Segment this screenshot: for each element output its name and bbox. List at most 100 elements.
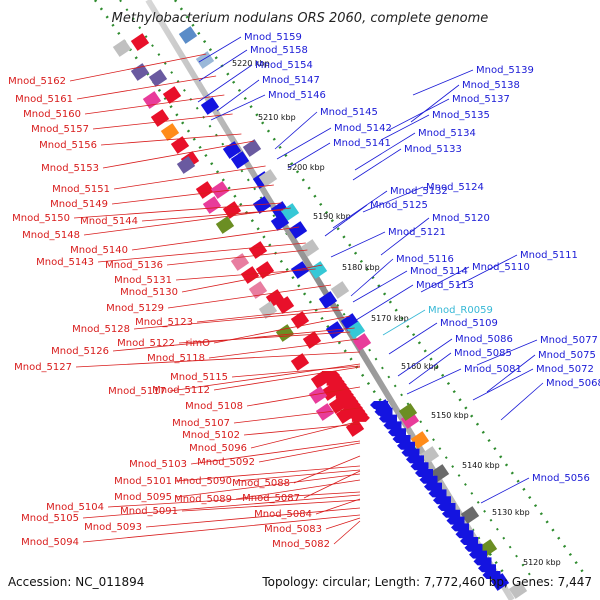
gene-label-left[interactable]: Mnod_5126 (51, 346, 109, 357)
reverse-gene (222, 141, 242, 159)
gene-label-right[interactable]: Mnod_5141 (333, 138, 391, 149)
gene-label-left[interactable]: Mnod_5084 (254, 509, 312, 520)
gene-label-right[interactable]: Mnod_5134 (418, 128, 476, 139)
gene-label-left[interactable]: Mnod_5082 (272, 539, 330, 550)
gene-label-right[interactable]: Mnod_5056 (532, 473, 590, 484)
left-leader-line (181, 499, 361, 512)
gene-label-right[interactable]: Mnod_5068 (546, 378, 600, 389)
gene-label-left[interactable]: Mnod_5090 (174, 476, 232, 487)
gene-label-left[interactable]: Mnod_5101 (114, 476, 172, 487)
gene-label-left[interactable]: Mnod_5105 (21, 513, 79, 524)
left-leader-line (97, 242, 306, 263)
gene-label-left[interactable]: Mnod_5140 (70, 245, 128, 256)
gene-label-left[interactable]: Mnod_5129 (106, 303, 164, 314)
gene-label-left[interactable]: Mnod_5123 (135, 317, 193, 328)
gene-label-left[interactable]: Mnod_5102 (182, 430, 240, 441)
forward-gene (230, 253, 250, 271)
gene-label-left[interactable]: Mnod_5095 (114, 492, 172, 503)
reverse-gene (280, 203, 300, 221)
gene-label-left[interactable]: Mnod_5089 (174, 494, 232, 505)
gene-label-right[interactable]: Mnod_5114 (410, 266, 468, 277)
gene-label-left[interactable]: Mnod_5103 (129, 459, 187, 470)
gene-label-right[interactable]: Mnod_5158 (250, 45, 308, 56)
gene-label-left[interactable]: Mnod_5162 (8, 76, 66, 87)
gene-label-right[interactable]: Mnod_5147 (262, 75, 320, 86)
gene-label-left[interactable]: Mnod_5117 (108, 386, 166, 397)
gene-label-left[interactable]: Mnod_5104 (46, 502, 104, 513)
gene-label-right[interactable]: Mnod_5133 (404, 144, 462, 155)
gene-label-left[interactable]: Mnod_5118 (147, 353, 205, 364)
gene-label-left[interactable]: Mnod_5093 (84, 522, 142, 533)
gene-label-right[interactable]: Mnod_5132 (390, 186, 448, 197)
gene-label-right[interactable]: Mnod_5116 (396, 254, 454, 265)
left-leader-line (166, 249, 308, 266)
forward-gene (290, 353, 310, 371)
gene-label-left[interactable]: Mnod_5143 (36, 257, 94, 268)
gene-label-left[interactable]: Mnod_5150 (12, 213, 70, 224)
gene-label-left[interactable]: Mnod_5088 (232, 478, 290, 489)
gene-label-left[interactable]: Mnod_5091 (120, 506, 178, 517)
gene-label-right[interactable]: Mnod_5081 (464, 364, 522, 375)
kbp-tick-label: 5150 kbp (431, 411, 469, 420)
gene-label-left[interactable]: Mnod_5087 (242, 493, 300, 504)
gene-label-left[interactable]: Mnod_5161 (15, 94, 73, 105)
gene-label-left[interactable]: Mnod_5108 (185, 401, 243, 412)
gene-label-left[interactable]: Mnod_5092 (197, 457, 255, 468)
gene-label-left[interactable]: Mnod_5130 (120, 287, 178, 298)
rna-gene-label[interactable]: Mnod_R0059 (428, 305, 493, 316)
gene-label-right[interactable]: Mnod_5137 (452, 94, 510, 105)
forward-gene (130, 63, 150, 81)
gene-label-right[interactable]: Mnod_5086 (455, 334, 513, 345)
gene-label-left[interactable]: Mnod_5136 (105, 260, 163, 271)
gene-label-left[interactable]: Mnod_5083 (264, 524, 322, 535)
gene-label-right[interactable]: Mnod_5154 (255, 60, 313, 71)
gene-label-right[interactable]: Mnod_5125 (370, 200, 428, 211)
gene-label-left[interactable]: Mnod_5127 (14, 362, 72, 373)
gene-label-right[interactable]: Mnod_5120 (432, 213, 490, 224)
gene-label-right[interactable]: Mnod_5085 (454, 348, 512, 359)
gene-label-right[interactable]: Mnod_5124 (426, 182, 484, 193)
gene-label-right[interactable]: Mnod_5077 (540, 335, 598, 346)
gene-label-left[interactable]: Mnod_5131 (114, 275, 172, 286)
gene-label-left[interactable]: Mnod_5115 (170, 372, 228, 383)
reverse-gene (352, 333, 372, 351)
gene-label-left[interactable]: Mnod_5157 (31, 124, 89, 135)
gene-label-right[interactable]: Mnod_5075 (538, 350, 596, 361)
gene-label-left[interactable]: Mnod_5112 (152, 385, 210, 396)
reverse-gene (383, 421, 402, 430)
gene-label-right[interactable]: Mnod_5121 (388, 227, 446, 238)
kbp-tick-label: 5190 kbp (313, 212, 351, 221)
gene-label-right[interactable]: Mnod_5142 (334, 123, 392, 134)
right-leader-line (287, 142, 331, 169)
gene-label-left[interactable]: Mnod_5148 (22, 230, 80, 241)
gene-label-right[interactable]: Mnod_5139 (476, 65, 534, 76)
gene-label-right[interactable]: Mnod_5111 (520, 250, 578, 261)
gene-label-right[interactable]: Mnod_5109 (440, 318, 498, 329)
gene-label-right[interactable]: Mnod_5072 (536, 364, 594, 375)
gene-label-left[interactable]: Mnod_5128 (72, 324, 130, 335)
left-leader-line (82, 514, 361, 543)
gene-label-left[interactable]: Mnod_5122 (117, 338, 175, 349)
gene-label-right[interactable]: Mnod_5113 (416, 280, 474, 291)
gene-label-left[interactable]: Mnod_5144 (80, 216, 138, 227)
gene-label-left[interactable]: Mnod_5096 (189, 443, 247, 454)
gene-label-right[interactable]: Mnod_5159 (244, 32, 302, 43)
forward-gene (258, 301, 278, 319)
gene-label-right[interactable]: Mnod_5138 (462, 80, 520, 91)
gene-label-left[interactable]: Mnod_5094 (21, 537, 79, 548)
gene-label-left[interactable]: Mnod_5156 (39, 140, 97, 151)
gene-label-right[interactable]: Mnod_5145 (320, 107, 378, 118)
gene-label-left[interactable]: rimO (185, 338, 210, 349)
gene-label-right[interactable]: Mnod_5146 (268, 90, 326, 101)
gene-label-right[interactable]: Mnod_5110 (472, 262, 530, 273)
gene-label-left[interactable]: Mnod_5160 (23, 109, 81, 120)
gene-label-left[interactable]: Mnod_5153 (41, 163, 99, 174)
gene-label-left[interactable]: Mnod_5149 (50, 199, 108, 210)
gene-label-left[interactable]: Mnod_5151 (52, 184, 110, 195)
gene-label-left[interactable]: Mnod_5107 (172, 418, 230, 429)
forward-gene (215, 216, 235, 234)
right-leader-line (276, 127, 332, 160)
forward-gene (345, 419, 365, 437)
gene-label-right[interactable]: Mnod_5135 (432, 110, 490, 121)
